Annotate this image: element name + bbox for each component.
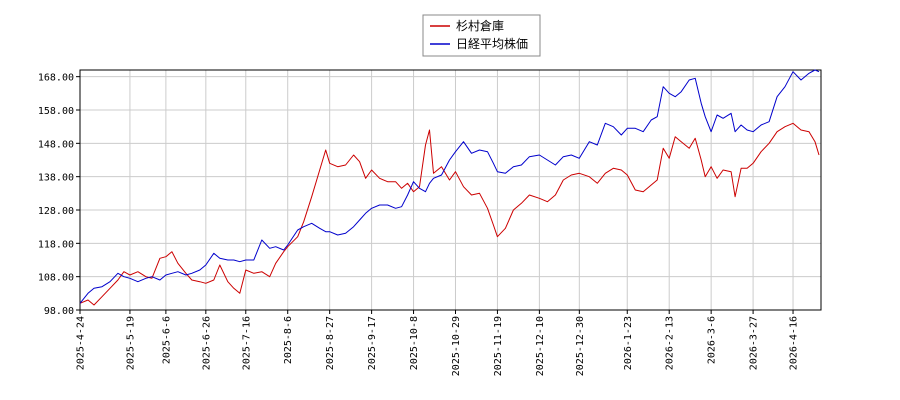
grid: [79, 70, 821, 311]
y-tick-label: 158.00: [38, 106, 74, 117]
x-tick-label: 2025-12-30: [575, 316, 586, 376]
y-tick-label: 108.00: [38, 273, 74, 284]
x-tick-label: 2025-8-27: [325, 316, 336, 370]
x-tick-label: 2025-12-10: [535, 316, 546, 376]
y-tick-label: 168.00: [38, 73, 74, 84]
plot-frame: [79, 69, 822, 311]
legend-label: 杉村倉庫: [456, 18, 504, 33]
x-tick-label: 2025-8-6: [283, 316, 294, 364]
x-tick-label: 2025-11-19: [493, 316, 504, 376]
y-tick-label: 128.00: [38, 206, 74, 217]
x-tick-label: 2026-3-27: [749, 316, 760, 370]
x-tick-label: 2026-3-6: [707, 316, 718, 364]
x-tick-label: 2026-1-23: [623, 316, 634, 370]
x-tick-label: 2025-7-16: [241, 316, 252, 370]
legend-label: 日経平均株価: [456, 36, 528, 51]
x-tick-label: 2025-9-17: [367, 316, 378, 370]
x-tick-label: 2026-2-13: [665, 316, 676, 370]
x-tick-label: 2026-4-16: [789, 316, 800, 370]
y-tick-label: 138.00: [38, 173, 74, 184]
series-line-2: [79, 69, 820, 304]
y-tick-label: 118.00: [38, 239, 74, 250]
x-tick-label: 2025-10-8: [409, 316, 420, 370]
y-tick-label: 148.00: [38, 139, 74, 150]
x-tick-label: 2025-4-24: [76, 316, 87, 370]
y-axis: 98.00 108.00 118.00 128.00 138.00 148.00 158.0…: [38, 73, 80, 317]
y-tick-label: 98.00: [44, 306, 74, 317]
x-tick-label: 2025-10-29: [451, 316, 462, 376]
series-line-1: [79, 122, 820, 306]
series-lines: [79, 69, 820, 306]
x-tick-label: 2025-6-26: [201, 316, 212, 370]
x-tick-label: 2025-5-19: [125, 316, 136, 370]
x-axis: 2025-4-24 2025-5-19 2025-6-6 2025-6-26 2025-…: [76, 310, 800, 376]
x-tick-label: 2025-6-6: [161, 316, 172, 364]
legend-box: [422, 14, 541, 57]
